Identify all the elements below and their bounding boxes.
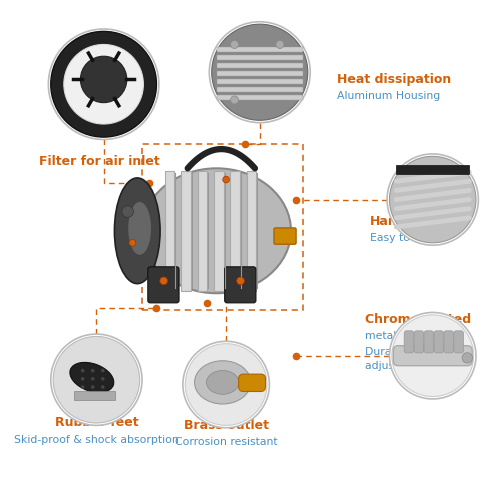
Text: Skid-proof & shock absorption: Skid-proof & shock absorption bbox=[14, 435, 179, 445]
Ellipse shape bbox=[114, 178, 160, 284]
FancyBboxPatch shape bbox=[217, 79, 302, 84]
FancyBboxPatch shape bbox=[424, 331, 434, 353]
FancyBboxPatch shape bbox=[274, 228, 296, 244]
Circle shape bbox=[390, 156, 476, 243]
Circle shape bbox=[212, 24, 308, 120]
Circle shape bbox=[390, 312, 476, 399]
Circle shape bbox=[81, 385, 84, 389]
Circle shape bbox=[80, 56, 127, 102]
Text: Durable with: Durable with bbox=[366, 347, 435, 357]
Circle shape bbox=[210, 22, 310, 122]
Text: Brass outlet: Brass outlet bbox=[184, 419, 268, 432]
Circle shape bbox=[230, 40, 238, 48]
Circle shape bbox=[91, 377, 94, 380]
Ellipse shape bbox=[128, 202, 151, 255]
FancyBboxPatch shape bbox=[434, 331, 444, 353]
Text: adjustable air flow: adjustable air flow bbox=[366, 362, 466, 372]
FancyBboxPatch shape bbox=[230, 171, 240, 290]
Circle shape bbox=[223, 176, 230, 183]
Text: Chrome coated: Chrome coated bbox=[366, 313, 472, 326]
FancyBboxPatch shape bbox=[165, 171, 174, 290]
Ellipse shape bbox=[142, 168, 291, 293]
Circle shape bbox=[183, 342, 270, 428]
Circle shape bbox=[392, 315, 473, 396]
Text: Aluminum Housing: Aluminum Housing bbox=[336, 91, 440, 101]
Circle shape bbox=[236, 277, 244, 284]
Text: Handle: Handle bbox=[370, 214, 420, 228]
FancyBboxPatch shape bbox=[182, 171, 191, 290]
FancyBboxPatch shape bbox=[224, 267, 256, 303]
FancyBboxPatch shape bbox=[404, 331, 413, 353]
FancyBboxPatch shape bbox=[217, 63, 302, 68]
Circle shape bbox=[91, 385, 94, 389]
FancyBboxPatch shape bbox=[444, 331, 454, 353]
Circle shape bbox=[81, 369, 84, 372]
FancyBboxPatch shape bbox=[217, 95, 302, 100]
Text: Filter for air inlet: Filter for air inlet bbox=[38, 154, 160, 168]
Circle shape bbox=[53, 336, 140, 423]
Circle shape bbox=[64, 44, 144, 124]
Circle shape bbox=[462, 352, 472, 363]
Ellipse shape bbox=[194, 360, 251, 404]
Circle shape bbox=[91, 369, 94, 372]
Text: Easy to move: Easy to move bbox=[370, 233, 444, 243]
FancyBboxPatch shape bbox=[396, 166, 469, 174]
FancyBboxPatch shape bbox=[454, 331, 464, 353]
Circle shape bbox=[81, 377, 84, 380]
Ellipse shape bbox=[206, 370, 239, 394]
Ellipse shape bbox=[70, 362, 114, 392]
Circle shape bbox=[160, 277, 168, 284]
Text: Heat dissipation: Heat dissipation bbox=[336, 73, 451, 86]
Circle shape bbox=[276, 40, 284, 48]
Circle shape bbox=[101, 385, 104, 389]
FancyBboxPatch shape bbox=[74, 391, 114, 400]
FancyBboxPatch shape bbox=[247, 171, 256, 290]
FancyBboxPatch shape bbox=[198, 171, 207, 290]
Bar bbox=[142, 144, 303, 310]
Circle shape bbox=[101, 377, 104, 380]
FancyBboxPatch shape bbox=[217, 56, 302, 60]
FancyBboxPatch shape bbox=[217, 71, 302, 76]
Text: metal air manifold: metal air manifold bbox=[366, 332, 466, 342]
FancyBboxPatch shape bbox=[214, 171, 224, 290]
Circle shape bbox=[101, 369, 104, 372]
FancyBboxPatch shape bbox=[394, 346, 472, 366]
FancyBboxPatch shape bbox=[217, 87, 302, 92]
Circle shape bbox=[51, 334, 142, 426]
FancyBboxPatch shape bbox=[148, 267, 179, 303]
Circle shape bbox=[129, 240, 136, 246]
FancyBboxPatch shape bbox=[238, 374, 266, 392]
Circle shape bbox=[230, 96, 238, 104]
Text: Corrosion resistant: Corrosion resistant bbox=[175, 437, 278, 447]
FancyBboxPatch shape bbox=[217, 48, 302, 52]
Text: Rubber feet: Rubber feet bbox=[54, 416, 138, 430]
FancyBboxPatch shape bbox=[414, 331, 424, 353]
Circle shape bbox=[387, 154, 478, 245]
Circle shape bbox=[48, 29, 159, 140]
Circle shape bbox=[51, 32, 156, 137]
Circle shape bbox=[122, 206, 134, 218]
Circle shape bbox=[186, 344, 267, 425]
